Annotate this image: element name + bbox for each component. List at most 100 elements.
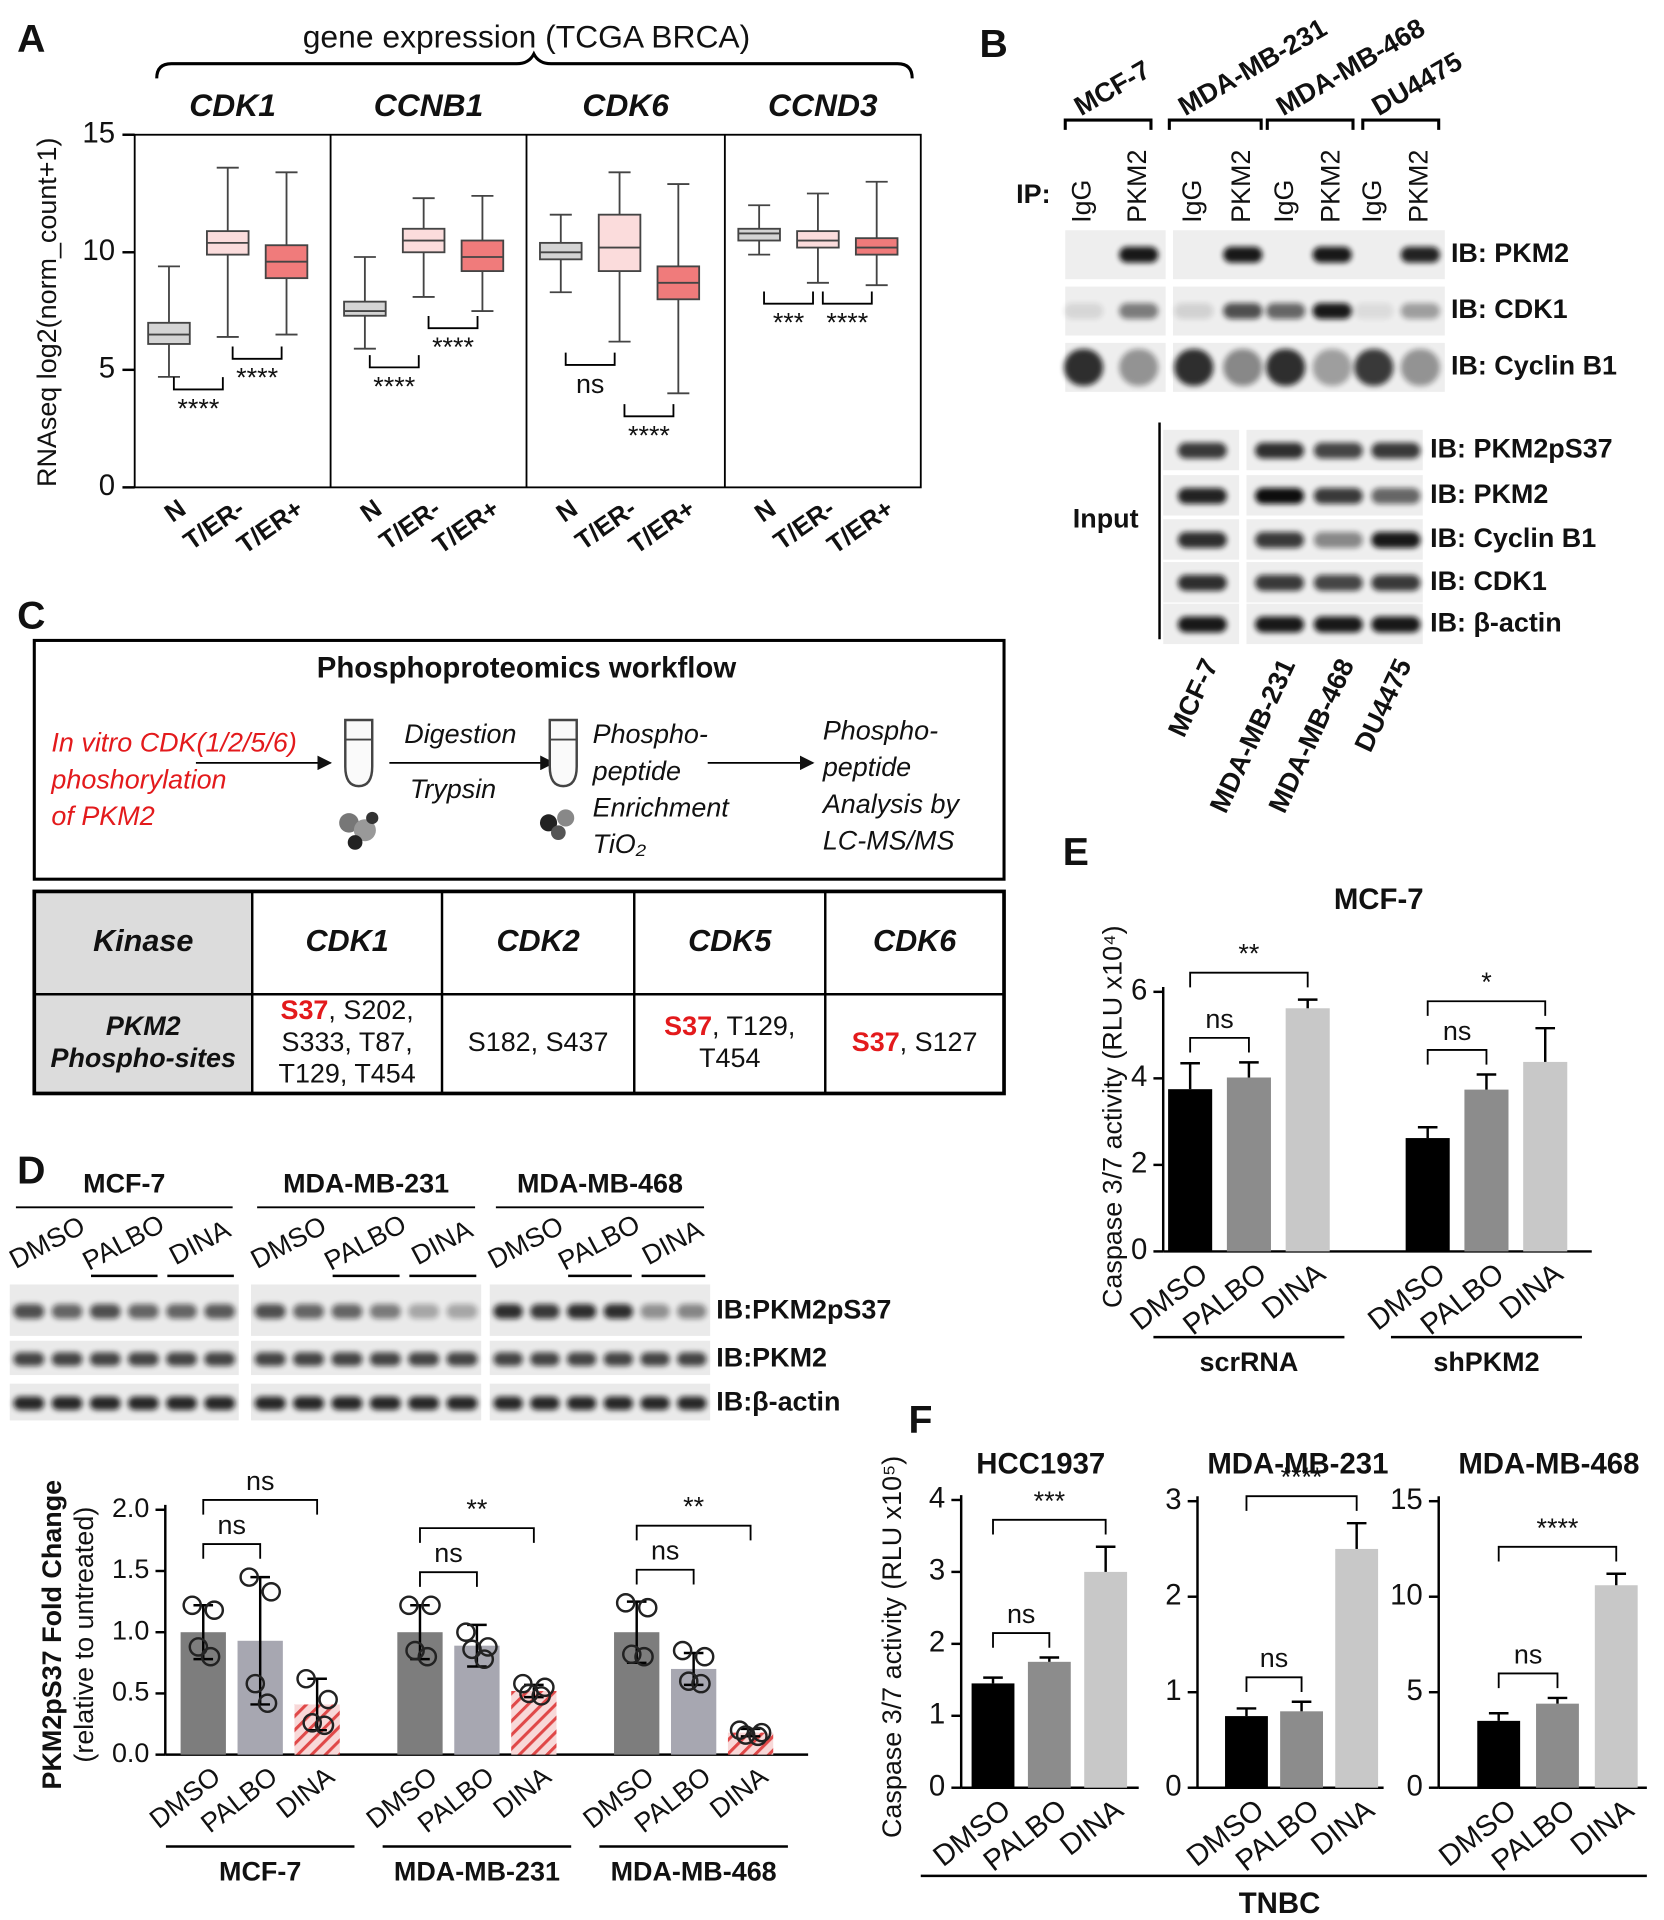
data-point	[519, 1683, 539, 1704]
significance-label: ***	[773, 308, 805, 338]
sample-blob	[539, 814, 558, 832]
lane-label: IgG	[1177, 179, 1207, 222]
table-cell: CDK2	[496, 924, 579, 958]
table-text: CDK2	[496, 924, 579, 958]
blot-band	[493, 1352, 523, 1366]
significance-label: ****	[177, 393, 219, 423]
workflow-step: peptide	[592, 756, 681, 786]
y-tick-label: 0	[929, 1769, 945, 1802]
significance-bracket	[1245, 1495, 1358, 1511]
table-text: , S202,	[328, 995, 413, 1025]
table-text: Kinase	[93, 924, 193, 958]
table-cell: S37, S127	[852, 1027, 978, 1057]
significance-label: ****	[1537, 1513, 1579, 1543]
y-tick-label: 3	[929, 1554, 945, 1587]
significance-bracket	[419, 1527, 535, 1543]
y-tick-label: 2.0	[112, 1493, 149, 1523]
box	[147, 321, 191, 345]
data-point	[678, 1671, 699, 1691]
table-text: CDK5	[688, 924, 772, 958]
significance-bracket	[992, 1518, 1107, 1535]
y-axis-label: PKM2pS37 Fold Change	[37, 1480, 67, 1790]
blot-band	[1119, 246, 1159, 263]
significance-label: ns	[1514, 1639, 1542, 1669]
blot-band	[1400, 349, 1440, 386]
blot-label: IB: PKM2	[1451, 238, 1569, 268]
data-point	[182, 1595, 203, 1616]
blot-band	[640, 1304, 670, 1319]
significance-label: ns	[1205, 1004, 1233, 1034]
bar	[1464, 1089, 1509, 1252]
box	[854, 237, 899, 256]
workflow-step: peptide	[822, 752, 911, 782]
blot-band	[331, 1352, 363, 1366]
y-tick-label: 0.5	[112, 1677, 149, 1707]
blot-band	[1255, 487, 1305, 504]
table-text: S37	[281, 995, 329, 1025]
group-label: TNBC	[1239, 1887, 1321, 1920]
data-point	[735, 1725, 756, 1745]
blot-band	[408, 1304, 440, 1319]
blot-strip	[489, 1284, 711, 1336]
bar	[1084, 1571, 1128, 1788]
panel-letter: F	[909, 1399, 933, 1442]
blot-band	[566, 1352, 597, 1366]
blot-band	[603, 1352, 634, 1366]
workflow-step: Trypsin	[410, 774, 496, 804]
blot-strip	[251, 1383, 482, 1421]
lane-group-bracket	[1063, 118, 1153, 130]
blot-band	[1354, 303, 1394, 320]
significance-bracket	[564, 352, 616, 366]
y-tick-label: 3	[1165, 1483, 1181, 1516]
workflow-box	[32, 638, 1006, 881]
workflow-step: Analysis by	[821, 789, 961, 819]
blot-band	[13, 1352, 45, 1366]
panel-letter: C	[17, 595, 45, 638]
group-label: MDA-MB-468	[611, 1857, 777, 1887]
significance-bracket	[635, 1524, 752, 1541]
box	[597, 213, 642, 273]
chart-title: MCF-7	[1334, 883, 1424, 916]
tube-icon	[344, 718, 374, 788]
panel-letter: B	[980, 23, 1008, 66]
panel-letter: D	[17, 1149, 45, 1192]
blot-band	[1312, 246, 1352, 263]
y-tick-label: 10	[1390, 1578, 1423, 1611]
significance-bracket	[1497, 1672, 1559, 1689]
significance-label: **	[683, 1492, 704, 1522]
blot-band	[1177, 532, 1227, 548]
blot-band	[1312, 349, 1352, 386]
significance-bracket	[427, 315, 479, 330]
bar	[971, 1683, 1015, 1788]
bar	[1168, 1089, 1213, 1252]
chart-title: MDA-MB-231	[1207, 1447, 1388, 1480]
blot-band	[566, 1304, 597, 1319]
blot-band	[51, 1352, 83, 1366]
blot-band	[331, 1304, 363, 1319]
chart-title: gene expression (TCGA BRCA)	[303, 19, 751, 55]
sample-blob	[347, 835, 363, 850]
group-label: MDA-MB-231	[394, 1857, 560, 1887]
table-frame	[32, 889, 1006, 1096]
blot-strip	[251, 1284, 482, 1336]
blot-band	[1223, 303, 1263, 320]
y-tick-label: 0	[1131, 1233, 1147, 1266]
blot-band	[1223, 349, 1263, 386]
blot-strip	[489, 1340, 711, 1376]
blot-strip	[9, 1340, 239, 1376]
blot-band	[446, 1396, 478, 1410]
y-tick-label: 2	[1165, 1578, 1181, 1611]
significance-label: ns	[1007, 1599, 1035, 1629]
data-point	[421, 1595, 441, 1616]
blot-band	[1255, 442, 1305, 459]
table-cell: CDK5	[688, 924, 772, 958]
blot-band	[166, 1396, 197, 1410]
group-label: MCF-7	[219, 1857, 301, 1887]
data-point	[245, 1673, 266, 1694]
significance-label: ns	[434, 1538, 462, 1568]
blot-label: IB: CDK1	[1451, 294, 1568, 324]
significance-label: ns	[246, 1466, 274, 1496]
blot-band	[369, 1352, 401, 1366]
sample-blob	[353, 819, 376, 842]
